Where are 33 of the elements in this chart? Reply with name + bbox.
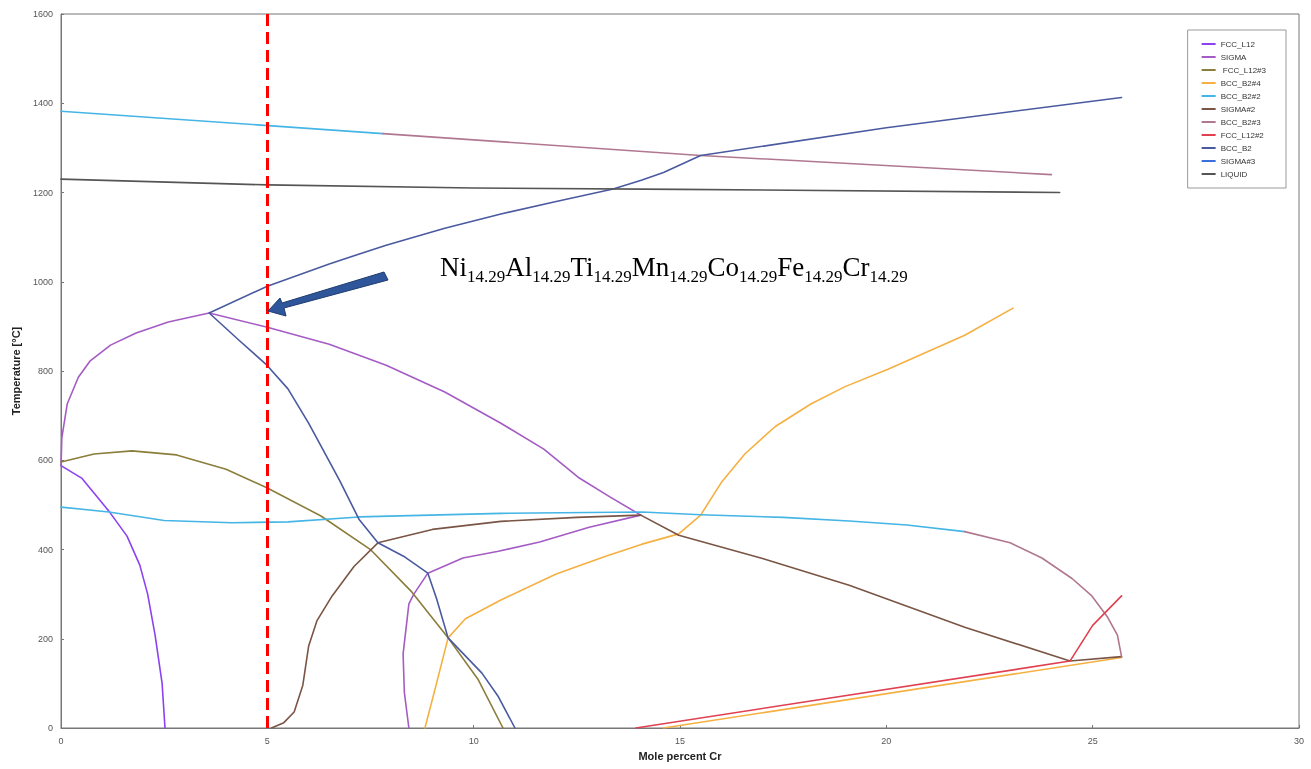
line-series bbox=[60, 178, 1061, 194]
legend-label: FCC_L12#3 bbox=[1220, 65, 1267, 75]
legend-label: LIQUID bbox=[1220, 169, 1248, 179]
y-tick-label: 1600 bbox=[32, 9, 53, 19]
x-tick-label: 5 bbox=[264, 735, 270, 746]
y-tick-label: 0 bbox=[47, 723, 53, 733]
line-series bbox=[60, 464, 166, 729]
legend-label: BCC_B2 bbox=[1220, 143, 1253, 153]
legend-label: SIGMA#2 bbox=[1220, 104, 1256, 114]
legend-label: FCC_L12 bbox=[1220, 39, 1256, 49]
text: Ni$_{14.29}$Al$_{14.29}$Ti$_{14.29}$Mn$_{14.29}$Co$_{14.29}$Fe$_{14.29}$Cr$_{14.29}$ bbox=[440, 252, 908, 287]
y-tick-label: 400 bbox=[37, 544, 53, 555]
y-tick-label: 1000 bbox=[32, 276, 53, 287]
y-tick-label: 1400 bbox=[32, 98, 53, 109]
line-series bbox=[60, 450, 504, 729]
x-tick-label: 25 bbox=[1087, 735, 1098, 746]
x-tick-label: 0 bbox=[58, 735, 64, 746]
legend-label: BCC_B2#3 bbox=[1220, 117, 1262, 127]
x-tick-label: 15 bbox=[674, 735, 686, 746]
legend-label: BCC_B2#4 bbox=[1220, 78, 1262, 88]
y-tick-label: 600 bbox=[37, 455, 53, 466]
y-tick-label: 200 bbox=[37, 633, 53, 644]
x-axis-title: Mole percent Cr bbox=[638, 749, 723, 762]
x-tick-label: 10 bbox=[468, 735, 479, 746]
x-tick-label: 20 bbox=[881, 735, 892, 746]
legend-label: SIGMA bbox=[1220, 52, 1248, 62]
y-tick-label: 800 bbox=[37, 366, 53, 376]
x-tick-label: 30 bbox=[1293, 735, 1305, 746]
legend-label: SIGMA#3 bbox=[1220, 156, 1256, 166]
legend-label: FCC_L12#2 bbox=[1220, 130, 1265, 140]
legend-label: BCC_B2#2 bbox=[1220, 91, 1262, 101]
y-axis-title: Temperature [°C] bbox=[9, 326, 22, 416]
y-tick-label: 1200 bbox=[32, 187, 53, 198]
